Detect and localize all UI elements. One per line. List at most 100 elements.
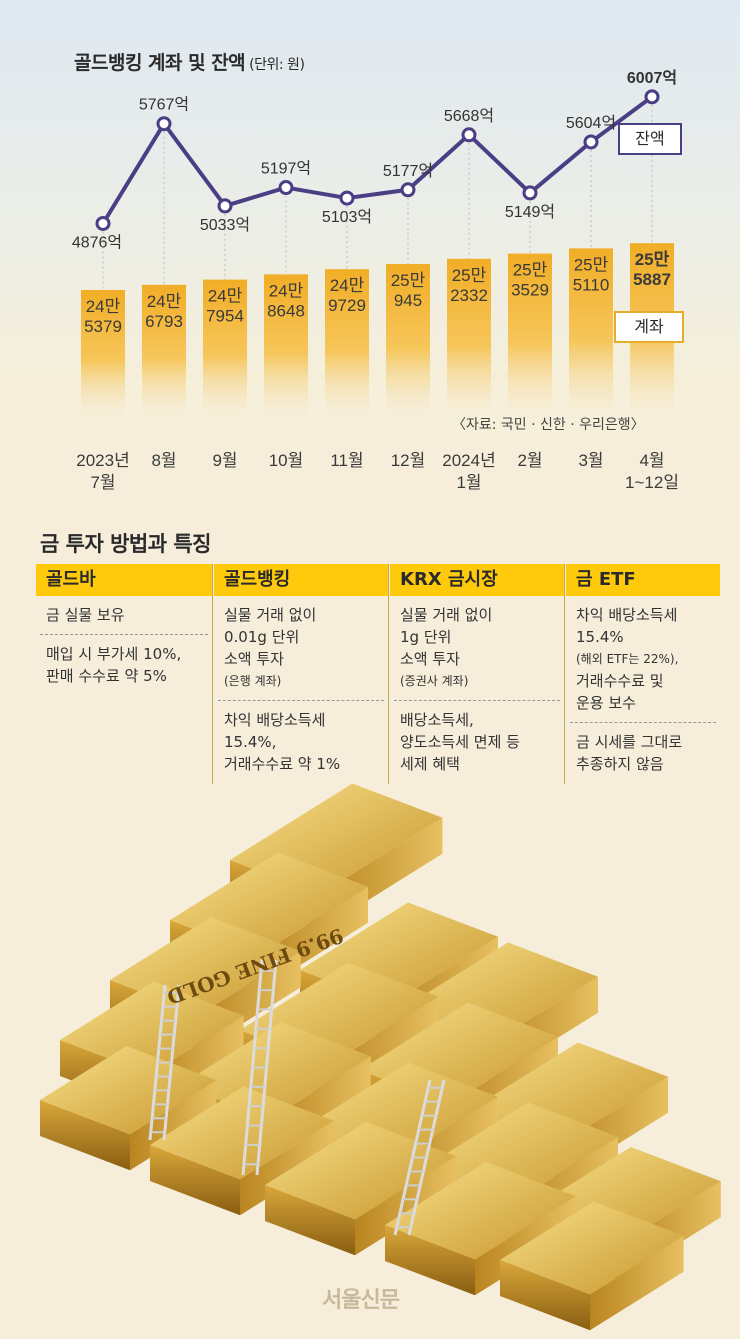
table-cell: 매입 시 부가세 10%, 판매 수수료 약 5% — [36, 635, 212, 695]
gold-bar-front — [385, 1225, 475, 1296]
cell-divider — [570, 722, 716, 723]
balance-label: 5668억 — [444, 107, 494, 125]
chart-title: 골드뱅킹 계좌 및 잔액 (단위: 원) — [74, 52, 305, 74]
x-tick-label: 2024년 — [442, 451, 495, 470]
ladder — [148, 984, 181, 1141]
balance-point — [522, 185, 538, 201]
balance-line — [101, 95, 654, 225]
x-tick-label: 8월 — [151, 451, 176, 470]
account-label: 24만 — [269, 281, 304, 300]
x-tick-label: 2월 — [517, 451, 542, 470]
balance-label: 5103억 — [322, 208, 372, 226]
account-label: 25만 — [635, 250, 670, 269]
account-bar — [569, 248, 613, 418]
column-separator — [388, 564, 389, 784]
cell-line: 차익 배당소득세 — [576, 606, 678, 624]
cell-line: 거래수수료 및 — [576, 672, 664, 690]
gold-bar-top — [180, 1022, 371, 1120]
x-tick-label: 4월 — [639, 451, 664, 470]
cell-line: (해외 ETF는 22%), — [576, 652, 679, 666]
account-label: 6793 — [145, 312, 183, 331]
cell-line: 소액 투자 — [400, 650, 460, 668]
x-tick-label: 10월 — [269, 451, 304, 470]
balance-point — [400, 182, 416, 198]
column-header: 골드뱅킹 — [214, 564, 388, 596]
account-label: 24만 — [208, 287, 243, 306]
gold-bar-top — [150, 1086, 334, 1180]
column-separator — [212, 564, 213, 784]
legend-account: 계좌 — [614, 311, 684, 343]
x-tick-label: 2023년 — [76, 451, 129, 470]
balance-label: 5767억 — [139, 96, 189, 114]
balance-point — [217, 198, 233, 214]
column-header: 골드바 — [36, 564, 212, 596]
gold-bar — [150, 1086, 334, 1216]
x-tick-label: 11월 — [330, 451, 363, 470]
balance-point — [156, 116, 172, 132]
gold-bar — [265, 1122, 456, 1256]
balance-label: 5604억 — [566, 114, 616, 132]
account-label: 24만 — [147, 292, 182, 311]
x-tick-label: 3월 — [578, 451, 603, 470]
x-tick-label: 1~12일 — [625, 473, 679, 492]
account-label: 25만 — [574, 255, 609, 274]
account-bar — [447, 258, 491, 418]
account-bar — [81, 290, 125, 418]
cell-line: 15.4%, — [224, 733, 277, 751]
account-label: 25만 — [452, 266, 487, 285]
cell-line: 거래수수료 약 1% — [224, 755, 341, 773]
cell-line: 양도소득세 면제 등 — [400, 733, 520, 751]
balance-label: 6007억 — [627, 68, 677, 87]
account-label: 25만 — [391, 271, 426, 290]
account-bar — [203, 279, 247, 418]
cell-line: 금 시세를 그대로 — [576, 733, 683, 751]
legend-balance: 잔액 — [618, 123, 682, 155]
account-bar — [142, 284, 186, 418]
gold-bar-front — [265, 1185, 355, 1256]
gold-bars-illustration: 99.9 FINE GOLD — [40, 783, 721, 1331]
balance-label: 5149억 — [505, 203, 555, 221]
cell-line: 금 실물 보유 — [46, 606, 125, 624]
account-bar — [508, 253, 552, 418]
table-column: 골드뱅킹 실물 거래 없이 0.01g 단위 소액 투자 (은행 계좌) 차익 배당소득세… — [214, 564, 388, 783]
balance-point — [583, 134, 599, 150]
ladder — [241, 959, 278, 1176]
x-tick-label: 1월 — [456, 473, 481, 492]
gold-bar-side — [240, 1120, 334, 1216]
account-label: 2332 — [450, 286, 488, 305]
column-header: 금 ETF — [566, 564, 720, 596]
table-cell: 금 시세를 그대로 추종하지 않음 — [566, 723, 720, 783]
cell-line: 15.4% — [576, 628, 624, 646]
account-label: 7954 — [206, 307, 244, 326]
gold-bar-top — [60, 981, 244, 1075]
cell-line: 소액 투자 — [224, 650, 284, 668]
gold-bar-side — [355, 1156, 456, 1256]
column-header: KRX 금시장 — [390, 564, 564, 596]
balance-point — [339, 190, 355, 206]
account-label: 24만 — [330, 276, 365, 295]
chart-background — [0, 0, 740, 520]
publisher-logo: 서울신문 — [322, 1288, 400, 1313]
account-label: 3529 — [511, 281, 549, 300]
table-cell: 실물 거래 없이 0.01g 단위 소액 투자 (은행 계좌) — [214, 596, 388, 700]
gold-bar-front — [500, 1260, 590, 1331]
cell-line: 0.01g 단위 — [224, 628, 300, 646]
cell-line: (증권사 계좌) — [400, 674, 469, 688]
cell-line: 1g 단위 — [400, 628, 452, 646]
ladder — [393, 1079, 446, 1236]
balance-label: 5197억 — [261, 160, 311, 178]
account-label: 5110 — [573, 275, 610, 294]
cell-divider — [218, 700, 384, 701]
chart: 24만537924만679324만795424만864824만972925만94… — [72, 68, 679, 492]
cell-line: 배당소득세, — [400, 711, 474, 729]
cell-line: 세제 혜택 — [400, 755, 460, 773]
cell-line: 차익 배당소득세 — [224, 711, 326, 729]
cell-line: 실물 거래 없이 — [400, 606, 493, 624]
balance-point — [95, 215, 111, 231]
gold-bar-top — [265, 1122, 456, 1220]
account-bar — [325, 269, 369, 418]
